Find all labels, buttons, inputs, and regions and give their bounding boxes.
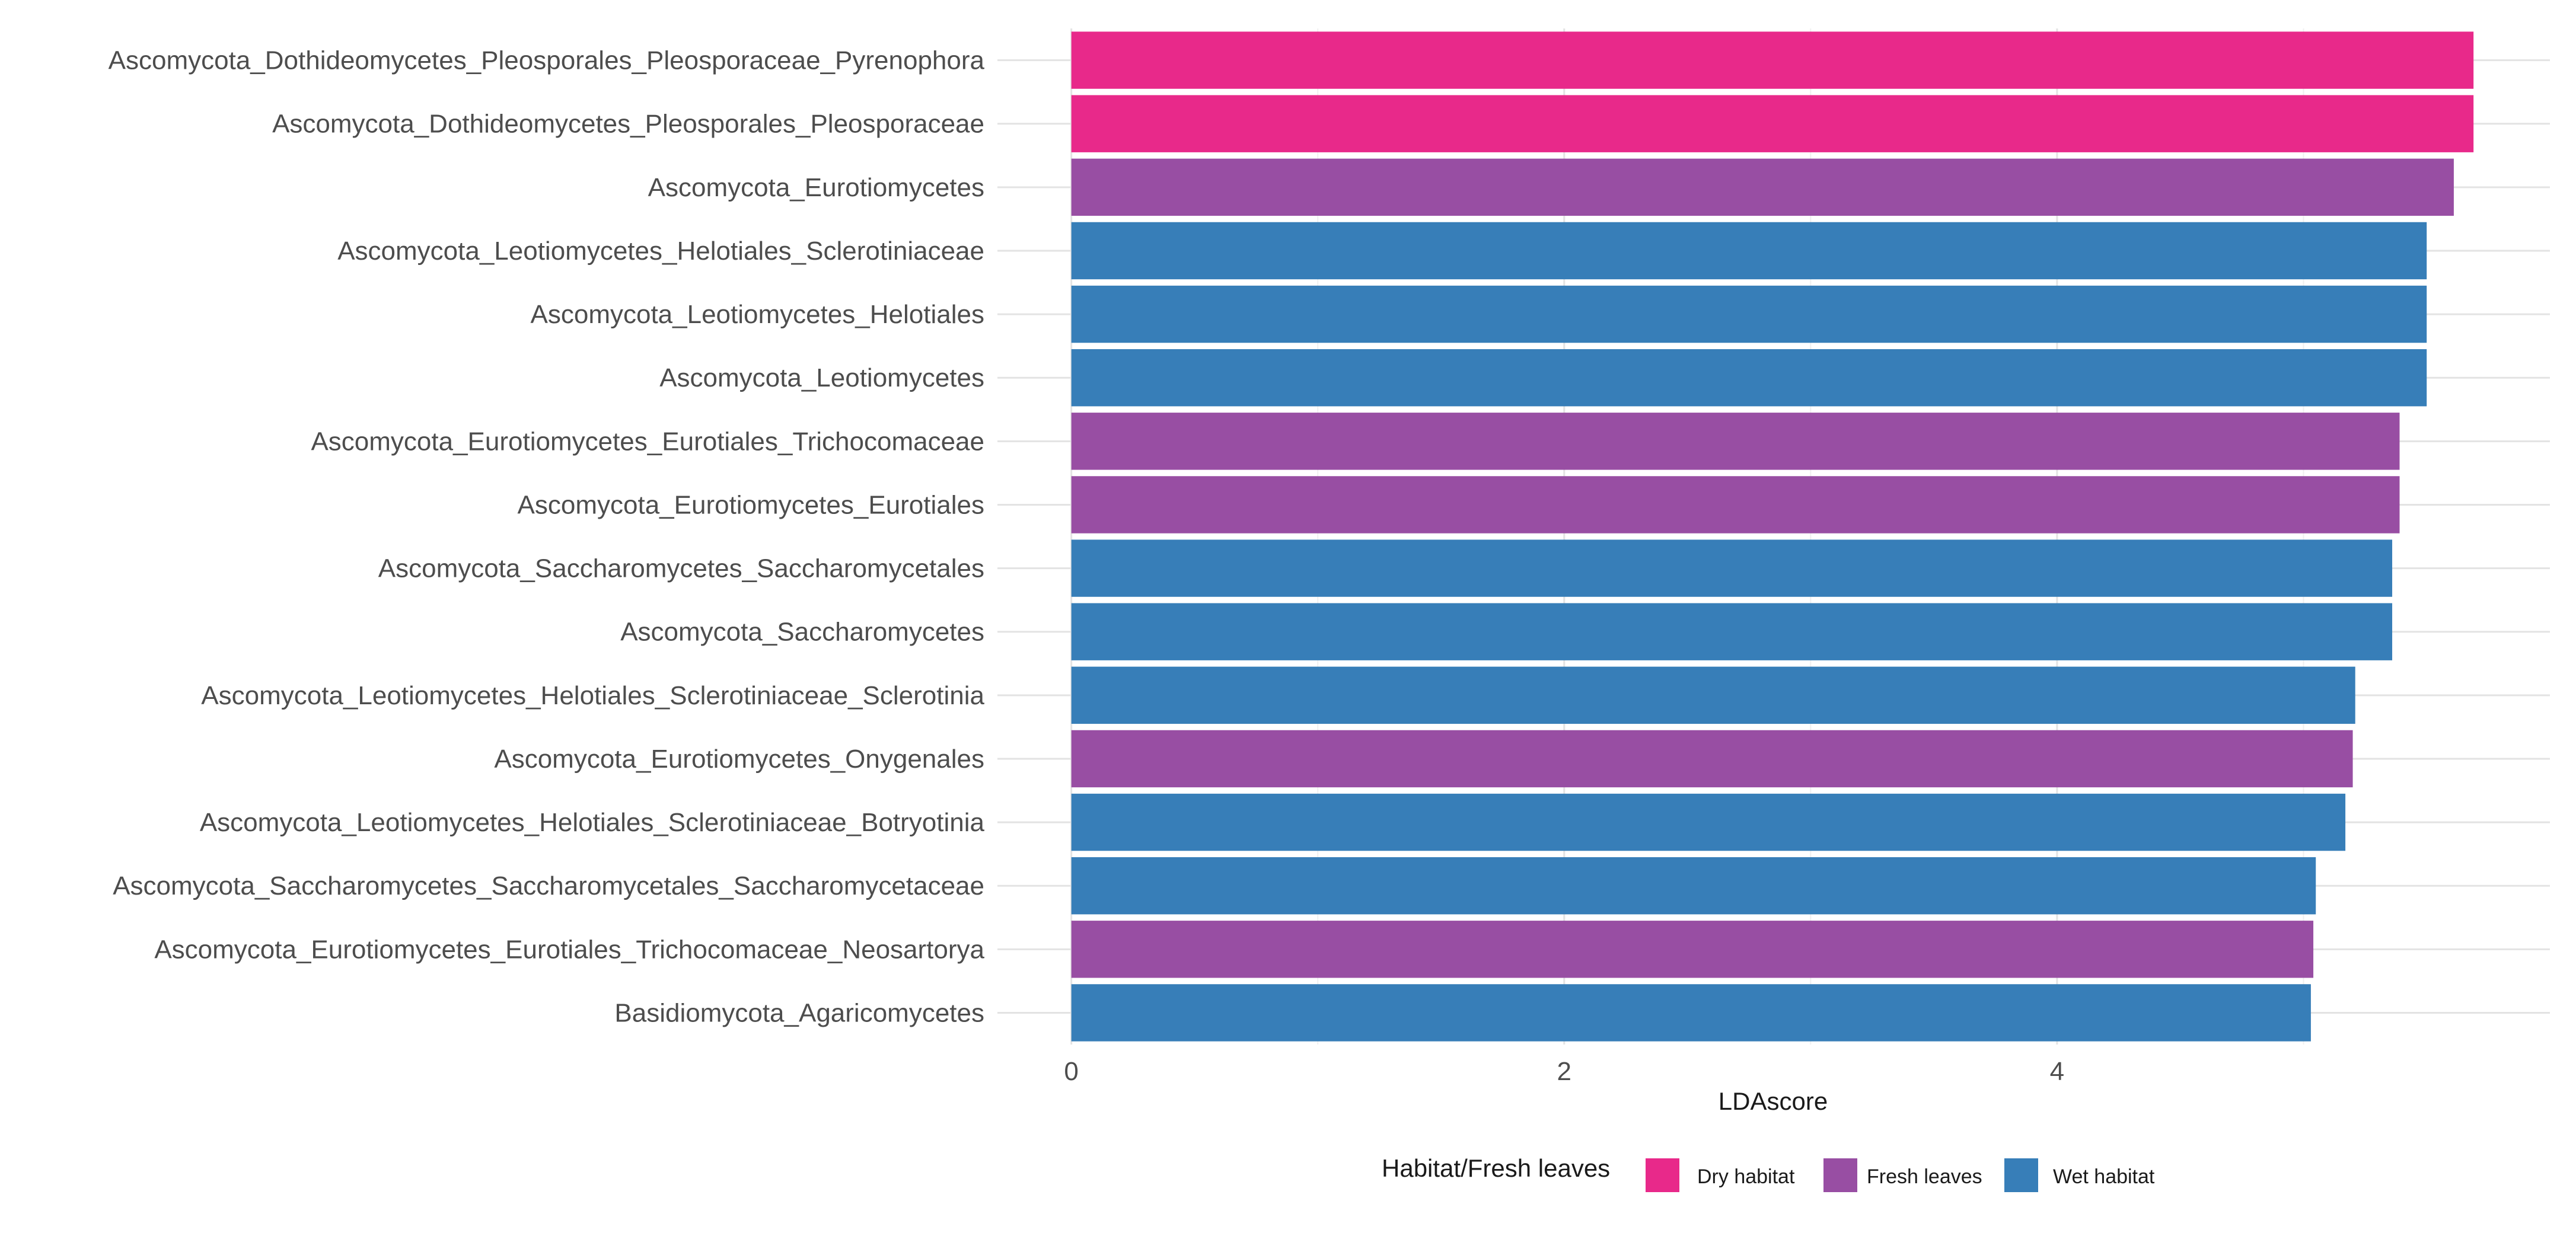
y-tick-label: Ascomycota_Eurotiomycetes_Eurotiales_Tri… <box>311 427 984 456</box>
y-tick-label: Ascomycota_Eurotiomycetes_Eurotiales <box>518 490 984 519</box>
bar <box>1071 31 2474 89</box>
bar <box>1071 413 2400 470</box>
y-tick-label: Ascomycota_Leotiomycetes_Helotiales_Scle… <box>200 808 985 837</box>
legend-key <box>2004 1158 2038 1192</box>
y-tick-label: Ascomycota_Leotiomycetes_Helotiales_Scle… <box>337 237 984 266</box>
bar <box>1071 158 2454 216</box>
bar <box>1071 730 2353 788</box>
y-tick-label: Ascomycota_Saccharomycetes <box>620 618 984 647</box>
bar <box>1071 984 2311 1042</box>
bar <box>1071 921 2314 978</box>
x-tick-label: 2 <box>1557 1057 1571 1086</box>
bar <box>1071 222 2427 280</box>
y-tick-label: Ascomycota_Dothideomycetes_Pleosporales_… <box>272 110 984 139</box>
y-axis-labels: Ascomycota_Dothideomycetes_Pleosporales_… <box>109 46 985 1028</box>
bar <box>1071 539 2393 597</box>
bar <box>1071 603 2393 660</box>
y-tick-label: Ascomycota_Leotiomycetes <box>659 363 984 392</box>
legend-key <box>1646 1158 1679 1192</box>
bar <box>1071 793 2346 851</box>
y-tick-label: Ascomycota_Eurotiomycetes <box>648 173 984 202</box>
y-tick-label: Ascomycota_Leotiomycetes_Helotiales_Scle… <box>201 681 984 710</box>
legend: Habitat/Fresh leaves Dry habitat Fresh le… <box>1382 1154 2155 1192</box>
y-tick-label: Ascomycota_Leotiomycetes_Helotiales <box>531 300 985 329</box>
y-tick-label: Ascomycota_Saccharomycetes_Saccharomycet… <box>378 554 984 583</box>
bars <box>1071 31 2474 1042</box>
bar <box>1071 857 2316 915</box>
y-tick-label: Ascomycota_Dothideomycetes_Pleosporales_… <box>109 46 985 75</box>
bar <box>1071 285 2427 343</box>
x-tick-label: 4 <box>2050 1057 2064 1086</box>
y-tick-label: Basidiomycota_Agaricomycetes <box>614 998 984 1027</box>
legend-label: Wet habitat <box>2053 1165 2155 1188</box>
y-tick-label: Ascomycota_Eurotiomycetes_Onygenales <box>494 745 984 774</box>
bar <box>1071 349 2427 407</box>
legend-key <box>1823 1158 1857 1192</box>
x-tick-label: 0 <box>1064 1057 1078 1086</box>
y-tick-label: Ascomycota_Saccharomycetes_Saccharomycet… <box>113 871 984 900</box>
y-tick-label: Ascomycota_Eurotiomycetes_Eurotiales_Tri… <box>154 935 984 964</box>
x-axis-ticks: 0 2 4 <box>1064 1057 2064 1086</box>
bar <box>1071 95 2474 152</box>
bar <box>1071 666 2355 724</box>
x-axis-title: LDAscore <box>1719 1087 1828 1115</box>
bar <box>1071 476 2400 534</box>
legend-title: Habitat/Fresh leaves <box>1382 1154 1610 1182</box>
legend-label: Fresh leaves <box>1867 1165 1982 1188</box>
legend-label: Dry habitat <box>1697 1165 1795 1188</box>
